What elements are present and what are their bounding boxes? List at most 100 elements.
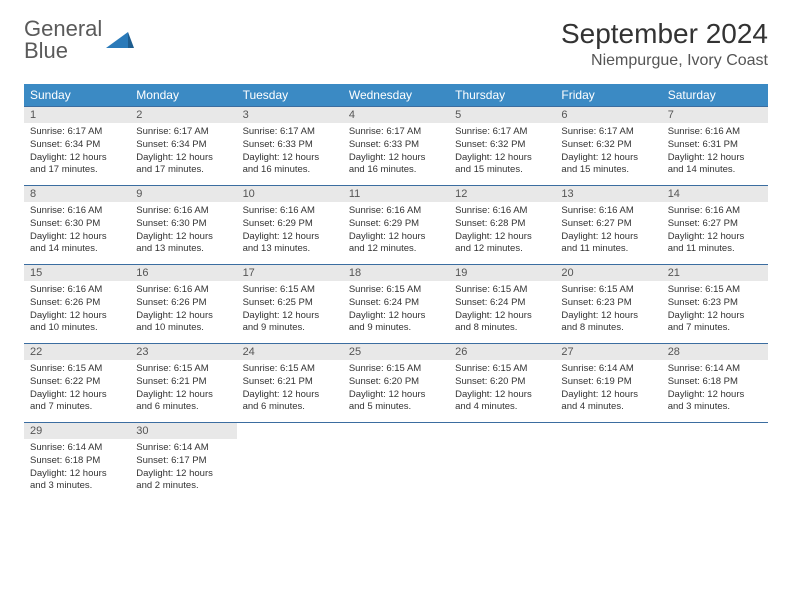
logo: General Blue — [24, 18, 134, 62]
day-number: 23 — [130, 344, 236, 360]
calendar-cell: 23Sunrise: 6:15 AMSunset: 6:21 PMDayligh… — [130, 344, 236, 423]
calendar-body: 1Sunrise: 6:17 AMSunset: 6:34 PMDaylight… — [24, 107, 768, 502]
day-number: 9 — [130, 186, 236, 202]
calendar-cell: 24Sunrise: 6:15 AMSunset: 6:21 PMDayligh… — [237, 344, 343, 423]
calendar-cell — [662, 423, 768, 502]
calendar-cell: 26Sunrise: 6:15 AMSunset: 6:20 PMDayligh… — [449, 344, 555, 423]
calendar-cell — [449, 423, 555, 502]
day-number: 27 — [555, 344, 661, 360]
calendar-cell: 10Sunrise: 6:16 AMSunset: 6:29 PMDayligh… — [237, 186, 343, 265]
day-details: Sunrise: 6:14 AMSunset: 6:18 PMDaylight:… — [24, 439, 130, 501]
day-details: Sunrise: 6:16 AMSunset: 6:30 PMDaylight:… — [24, 202, 130, 264]
day-details: Sunrise: 6:14 AMSunset: 6:17 PMDaylight:… — [130, 439, 236, 501]
calendar-cell: 9Sunrise: 6:16 AMSunset: 6:30 PMDaylight… — [130, 186, 236, 265]
day-details: Sunrise: 6:15 AMSunset: 6:24 PMDaylight:… — [343, 281, 449, 343]
day-number: 26 — [449, 344, 555, 360]
calendar-cell — [555, 423, 661, 502]
day-number: 18 — [343, 265, 449, 281]
day-number: 19 — [449, 265, 555, 281]
day-details: Sunrise: 6:16 AMSunset: 6:30 PMDaylight:… — [130, 202, 236, 264]
calendar-week-row: 8Sunrise: 6:16 AMSunset: 6:30 PMDaylight… — [24, 186, 768, 265]
day-details: Sunrise: 6:16 AMSunset: 6:29 PMDaylight:… — [237, 202, 343, 264]
day-details: Sunrise: 6:17 AMSunset: 6:33 PMDaylight:… — [237, 123, 343, 185]
calendar-cell: 12Sunrise: 6:16 AMSunset: 6:28 PMDayligh… — [449, 186, 555, 265]
calendar-week-row: 22Sunrise: 6:15 AMSunset: 6:22 PMDayligh… — [24, 344, 768, 423]
calendar-week-row: 15Sunrise: 6:16 AMSunset: 6:26 PMDayligh… — [24, 265, 768, 344]
calendar-cell: 21Sunrise: 6:15 AMSunset: 6:23 PMDayligh… — [662, 265, 768, 344]
calendar-week-row: 29Sunrise: 6:14 AMSunset: 6:18 PMDayligh… — [24, 423, 768, 502]
day-details: Sunrise: 6:15 AMSunset: 6:24 PMDaylight:… — [449, 281, 555, 343]
day-number: 2 — [130, 107, 236, 123]
day-details: Sunrise: 6:17 AMSunset: 6:33 PMDaylight:… — [343, 123, 449, 185]
day-number: 1 — [24, 107, 130, 123]
day-number: 10 — [237, 186, 343, 202]
day-details: Sunrise: 6:15 AMSunset: 6:23 PMDaylight:… — [555, 281, 661, 343]
day-details: Sunrise: 6:17 AMSunset: 6:32 PMDaylight:… — [449, 123, 555, 185]
month-title: September 2024 — [561, 18, 768, 50]
calendar-week-row: 1Sunrise: 6:17 AMSunset: 6:34 PMDaylight… — [24, 107, 768, 186]
day-number: 29 — [24, 423, 130, 439]
calendar-cell: 27Sunrise: 6:14 AMSunset: 6:19 PMDayligh… — [555, 344, 661, 423]
weekday-header: Monday — [130, 84, 236, 107]
day-details: Sunrise: 6:15 AMSunset: 6:20 PMDaylight:… — [449, 360, 555, 422]
day-number: 22 — [24, 344, 130, 360]
location: Niempurgue, Ivory Coast — [561, 52, 768, 70]
calendar-cell: 14Sunrise: 6:16 AMSunset: 6:27 PMDayligh… — [662, 186, 768, 265]
calendar-cell: 7Sunrise: 6:16 AMSunset: 6:31 PMDaylight… — [662, 107, 768, 186]
calendar-cell: 2Sunrise: 6:17 AMSunset: 6:34 PMDaylight… — [130, 107, 236, 186]
calendar-cell: 15Sunrise: 6:16 AMSunset: 6:26 PMDayligh… — [24, 265, 130, 344]
weekday-header: Tuesday — [237, 84, 343, 107]
day-number: 24 — [237, 344, 343, 360]
day-details: Sunrise: 6:16 AMSunset: 6:26 PMDaylight:… — [24, 281, 130, 343]
calendar-table: SundayMondayTuesdayWednesdayThursdayFrid… — [24, 84, 768, 501]
calendar-cell: 17Sunrise: 6:15 AMSunset: 6:25 PMDayligh… — [237, 265, 343, 344]
day-details: Sunrise: 6:15 AMSunset: 6:25 PMDaylight:… — [237, 281, 343, 343]
day-details: Sunrise: 6:16 AMSunset: 6:29 PMDaylight:… — [343, 202, 449, 264]
day-number: 6 — [555, 107, 661, 123]
calendar-cell: 6Sunrise: 6:17 AMSunset: 6:32 PMDaylight… — [555, 107, 661, 186]
day-details: Sunrise: 6:15 AMSunset: 6:21 PMDaylight:… — [237, 360, 343, 422]
calendar-cell: 13Sunrise: 6:16 AMSunset: 6:27 PMDayligh… — [555, 186, 661, 265]
calendar-cell: 20Sunrise: 6:15 AMSunset: 6:23 PMDayligh… — [555, 265, 661, 344]
day-details: Sunrise: 6:15 AMSunset: 6:23 PMDaylight:… — [662, 281, 768, 343]
day-number: 25 — [343, 344, 449, 360]
weekday-header: Thursday — [449, 84, 555, 107]
calendar-cell: 8Sunrise: 6:16 AMSunset: 6:30 PMDaylight… — [24, 186, 130, 265]
day-number: 13 — [555, 186, 661, 202]
calendar-cell: 22Sunrise: 6:15 AMSunset: 6:22 PMDayligh… — [24, 344, 130, 423]
day-details: Sunrise: 6:16 AMSunset: 6:27 PMDaylight:… — [662, 202, 768, 264]
weekday-header: Wednesday — [343, 84, 449, 107]
calendar-cell: 11Sunrise: 6:16 AMSunset: 6:29 PMDayligh… — [343, 186, 449, 265]
day-number: 4 — [343, 107, 449, 123]
day-number: 14 — [662, 186, 768, 202]
calendar-cell: 16Sunrise: 6:16 AMSunset: 6:26 PMDayligh… — [130, 265, 236, 344]
day-details: Sunrise: 6:17 AMSunset: 6:34 PMDaylight:… — [24, 123, 130, 185]
day-number: 7 — [662, 107, 768, 123]
header: General Blue September 2024 Niempurgue, … — [24, 18, 768, 70]
calendar-cell: 28Sunrise: 6:14 AMSunset: 6:18 PMDayligh… — [662, 344, 768, 423]
calendar-cell: 18Sunrise: 6:15 AMSunset: 6:24 PMDayligh… — [343, 265, 449, 344]
calendar-cell: 5Sunrise: 6:17 AMSunset: 6:32 PMDaylight… — [449, 107, 555, 186]
calendar-cell: 29Sunrise: 6:14 AMSunset: 6:18 PMDayligh… — [24, 423, 130, 502]
day-details: Sunrise: 6:15 AMSunset: 6:20 PMDaylight:… — [343, 360, 449, 422]
calendar-head: SundayMondayTuesdayWednesdayThursdayFrid… — [24, 84, 768, 107]
day-number: 3 — [237, 107, 343, 123]
day-details: Sunrise: 6:16 AMSunset: 6:27 PMDaylight:… — [555, 202, 661, 264]
day-number: 21 — [662, 265, 768, 281]
weekday-header: Saturday — [662, 84, 768, 107]
calendar-cell — [343, 423, 449, 502]
calendar-cell: 19Sunrise: 6:15 AMSunset: 6:24 PMDayligh… — [449, 265, 555, 344]
logo-line2: Blue — [24, 40, 102, 62]
logo-triangle-icon — [106, 30, 134, 50]
calendar-cell: 25Sunrise: 6:15 AMSunset: 6:20 PMDayligh… — [343, 344, 449, 423]
day-number: 8 — [24, 186, 130, 202]
day-details: Sunrise: 6:16 AMSunset: 6:31 PMDaylight:… — [662, 123, 768, 185]
day-details: Sunrise: 6:14 AMSunset: 6:19 PMDaylight:… — [555, 360, 661, 422]
day-number: 17 — [237, 265, 343, 281]
calendar-cell: 3Sunrise: 6:17 AMSunset: 6:33 PMDaylight… — [237, 107, 343, 186]
day-number: 11 — [343, 186, 449, 202]
day-number: 30 — [130, 423, 236, 439]
calendar-cell: 4Sunrise: 6:17 AMSunset: 6:33 PMDaylight… — [343, 107, 449, 186]
day-number: 16 — [130, 265, 236, 281]
day-details: Sunrise: 6:17 AMSunset: 6:32 PMDaylight:… — [555, 123, 661, 185]
